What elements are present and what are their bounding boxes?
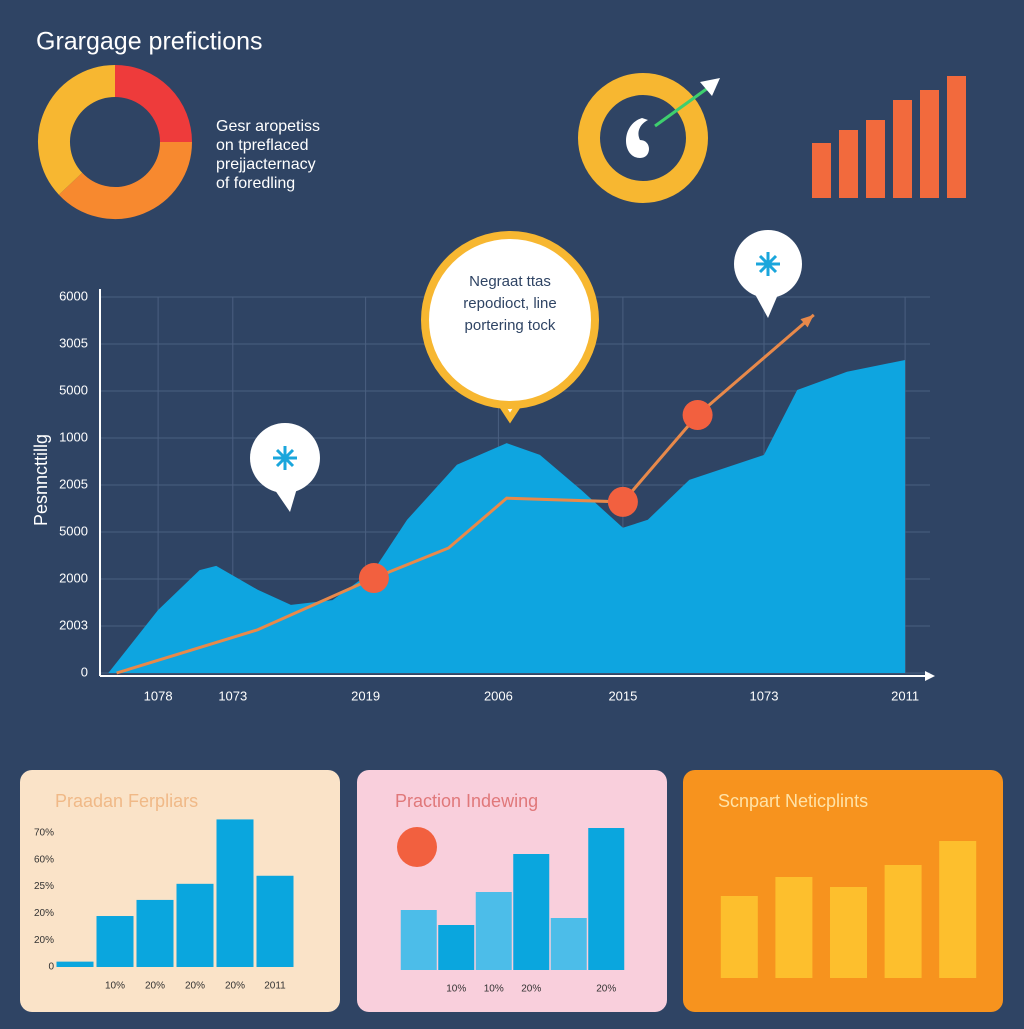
- panel-title: Scnpart Neticplints: [718, 791, 868, 811]
- x-tick-label: 1078: [144, 688, 173, 703]
- bar: [830, 887, 867, 978]
- x-tick-label: 10%: [446, 984, 466, 995]
- annotation: on tpreflaced: [216, 137, 309, 154]
- bar: [720, 896, 758, 978]
- callout-text: portering tock: [465, 317, 556, 334]
- y-tick-label: 6000: [59, 288, 88, 303]
- x-tick-label: 10%: [484, 984, 504, 995]
- bar: [893, 100, 912, 198]
- x-axis-arrow: [925, 671, 935, 681]
- donut-segment: [38, 65, 116, 195]
- y-axis-label: Pesnncttillg: [31, 434, 51, 526]
- decor-dot: [397, 827, 437, 867]
- panel-title: Praadan Ferpliars: [55, 791, 198, 811]
- y-tick-label: 3005: [59, 335, 88, 350]
- bar: [550, 918, 587, 970]
- y-tick-label: 20%: [34, 935, 54, 946]
- ring-icon: [578, 73, 720, 203]
- arrow-head: [800, 314, 814, 328]
- x-tick-label: 20%: [225, 981, 245, 992]
- annotation: Gesr aropetiss: [216, 118, 320, 135]
- area: [108, 359, 906, 673]
- bar: [256, 875, 294, 967]
- bar: [136, 899, 174, 967]
- y-tick-label: 25%: [34, 881, 54, 892]
- x-tick-label: 20%: [596, 984, 616, 995]
- x-tick-label: 1073: [218, 688, 247, 703]
- y-tick-label: 5000: [59, 382, 88, 397]
- bar: [216, 819, 254, 967]
- x-tick-label: 2011: [891, 688, 919, 703]
- y-tick-label: 2000: [59, 570, 88, 585]
- callout-text: repodioct, line: [463, 295, 556, 312]
- annotation: prejjacternacy: [216, 156, 316, 173]
- bar: [513, 854, 550, 970]
- donut-segment: [58, 141, 192, 219]
- page-title: Grargage prefictions: [36, 28, 263, 56]
- x-tick-label: 20%: [145, 981, 165, 992]
- bar: [884, 865, 922, 978]
- annotation: of foredling: [216, 175, 295, 192]
- x-tick-label: 20%: [521, 984, 541, 995]
- bar: [475, 892, 512, 970]
- bar: [812, 143, 831, 198]
- bar: [839, 130, 858, 198]
- y-tick-label: 2003: [59, 617, 88, 632]
- y-tick-label: 5000: [59, 523, 88, 538]
- bar: [866, 120, 885, 198]
- x-tick-label: 10%: [105, 981, 125, 992]
- y-tick-label: 0: [81, 664, 88, 679]
- callout: [250, 230, 802, 512]
- bar: [400, 910, 437, 970]
- line: [116, 313, 815, 675]
- y-tick-label: 70%: [34, 827, 54, 838]
- x-tick-label: 20%: [185, 981, 205, 992]
- x-tick-label: 2015: [608, 688, 637, 703]
- bar: [939, 841, 977, 978]
- bar: [920, 90, 939, 198]
- point: [358, 563, 389, 594]
- x-tick-label: 2019: [351, 688, 380, 703]
- callout-text: Negraat ttas: [469, 273, 551, 290]
- bar: [438, 925, 475, 970]
- bar: [96, 916, 134, 967]
- y-tick-label: 60%: [34, 854, 54, 865]
- bar: [56, 961, 94, 967]
- y-tick-label: 20%: [34, 908, 54, 919]
- bar: [588, 828, 625, 970]
- point: [607, 486, 638, 517]
- bar: [947, 76, 966, 198]
- x-tick-label: 2011: [264, 981, 286, 992]
- point: [682, 399, 713, 430]
- y-tick-label: 0: [48, 962, 54, 973]
- donut-segment: [114, 65, 192, 143]
- x-tick-label: 2006: [484, 688, 513, 703]
- y-tick-label: 2005: [59, 476, 88, 491]
- x-tick-label: 1073: [750, 688, 779, 703]
- y-tick-label: 1000: [59, 429, 88, 444]
- bar: [775, 877, 813, 978]
- bar: [176, 883, 214, 967]
- panel-title: Praction Indewing: [395, 791, 538, 811]
